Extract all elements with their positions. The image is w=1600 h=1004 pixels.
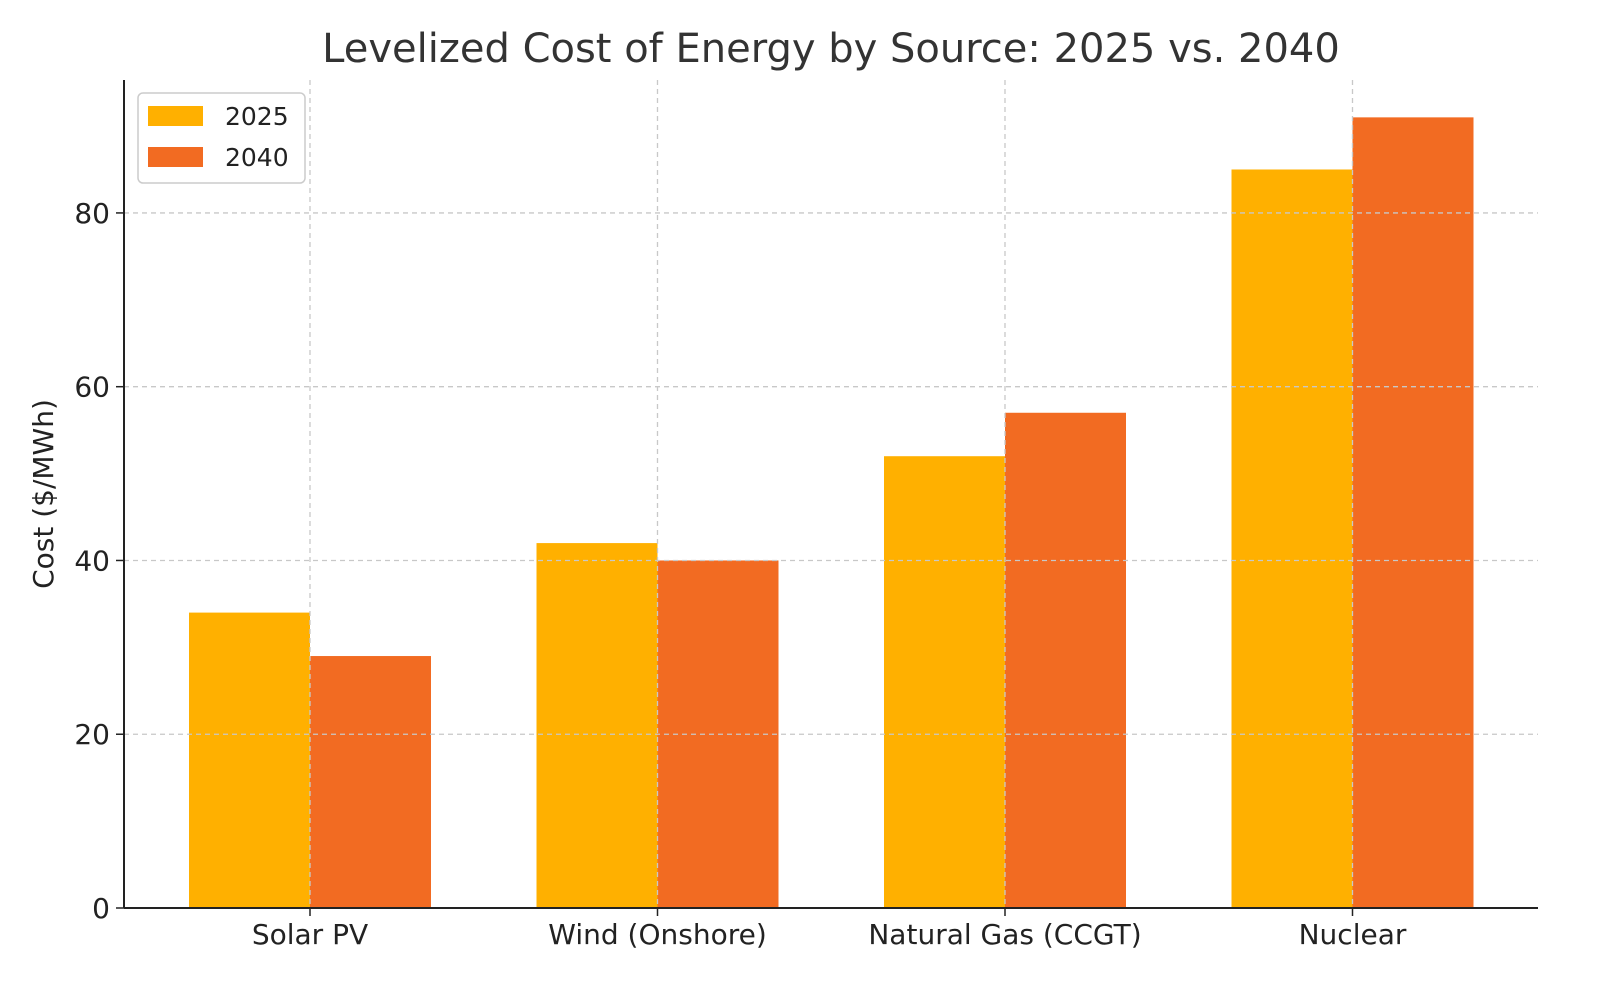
x-tick-label: Natural Gas (CCGT) (868, 918, 1141, 951)
bar-2025-nuclear (1231, 169, 1353, 908)
bar-2025-wind-onshore- (536, 543, 658, 908)
legend-swatch (148, 147, 203, 167)
y-tick-label: 20 (74, 718, 110, 751)
chart-title: Levelized Cost of Energy by Source: 2025… (322, 26, 1340, 72)
bars (189, 117, 1474, 908)
legend-swatch (148, 106, 203, 126)
y-tick-label: 40 (74, 544, 110, 577)
bar-2040-nuclear (1352, 117, 1474, 908)
bar-2040-solar-pv (310, 656, 431, 908)
bar-2025-natural-gas-ccgt- (884, 456, 1005, 908)
legend: 2025 2040 (137, 92, 306, 184)
legend-label: 2040 (225, 143, 289, 172)
bar-2025-solar-pv (189, 612, 310, 908)
y-tick-label: 80 (74, 197, 110, 230)
y-tick-label: 60 (74, 371, 110, 404)
y-tick-label: 0 (92, 892, 110, 925)
legend-label: 2025 (225, 102, 289, 131)
tick-labels: 0 20 40 60 80 Solar PV Wind (Onshore) Natural G… (74, 197, 1407, 951)
x-tick-label: Wind (Onshore) (548, 918, 767, 951)
x-tick-label: Solar PV (252, 918, 368, 951)
y-axis-label: Cost ($/MWh) (27, 399, 60, 589)
grid-lines (124, 80, 1538, 908)
axes (116, 80, 1538, 916)
x-tick-label: Nuclear (1299, 918, 1407, 951)
bar-2040-natural-gas-ccgt- (1005, 412, 1126, 908)
